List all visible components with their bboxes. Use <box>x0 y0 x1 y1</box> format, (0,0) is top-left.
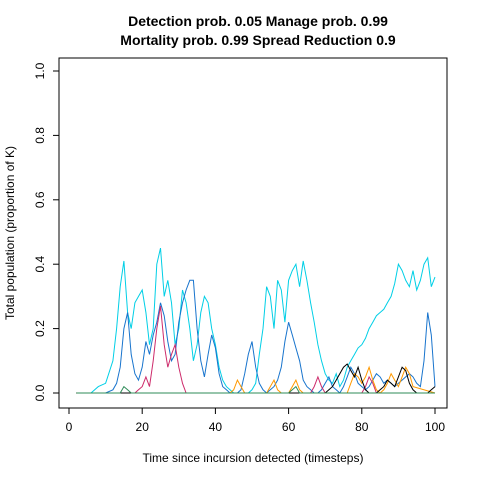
series-line-2 <box>76 279 436 394</box>
x-tick-label: 20 <box>136 420 150 434</box>
y-axis: 0.0 0.2 0.4 0.6 0.8 1.0 <box>33 62 60 401</box>
series-layer <box>76 247 436 394</box>
y-tick-label: 0.6 <box>33 191 47 208</box>
series-line-6 <box>76 385 435 394</box>
x-tick-label: 40 <box>209 420 223 434</box>
x-tick-label: 0 <box>66 420 73 434</box>
x-tick-label: 60 <box>282 420 296 434</box>
chart-subtitle: Mortality prob. 0.99 Spread Reduction 0.… <box>120 32 396 48</box>
y-tick-label: 0.8 <box>33 127 47 144</box>
x-axis: 0 20 40 60 80 100 <box>66 407 445 434</box>
chart-title: Detection prob. 0.05 Manage prob. 0.99 <box>128 13 388 29</box>
x-axis-label: Time since incursion detected (timesteps… <box>143 451 364 465</box>
y-tick-label: 0.0 <box>33 384 47 401</box>
x-tick-label: 80 <box>355 420 369 434</box>
series-line-1 <box>76 247 436 394</box>
y-tick-label: 0.4 <box>33 256 47 273</box>
series-line-3 <box>76 306 435 394</box>
plot-frame <box>58 57 448 409</box>
y-axis-label: Total population (proportion of K) <box>3 146 17 320</box>
x-tick-label: 100 <box>425 420 445 434</box>
y-tick-label: 1.0 <box>33 62 47 79</box>
y-tick-label: 0.2 <box>33 320 47 337</box>
